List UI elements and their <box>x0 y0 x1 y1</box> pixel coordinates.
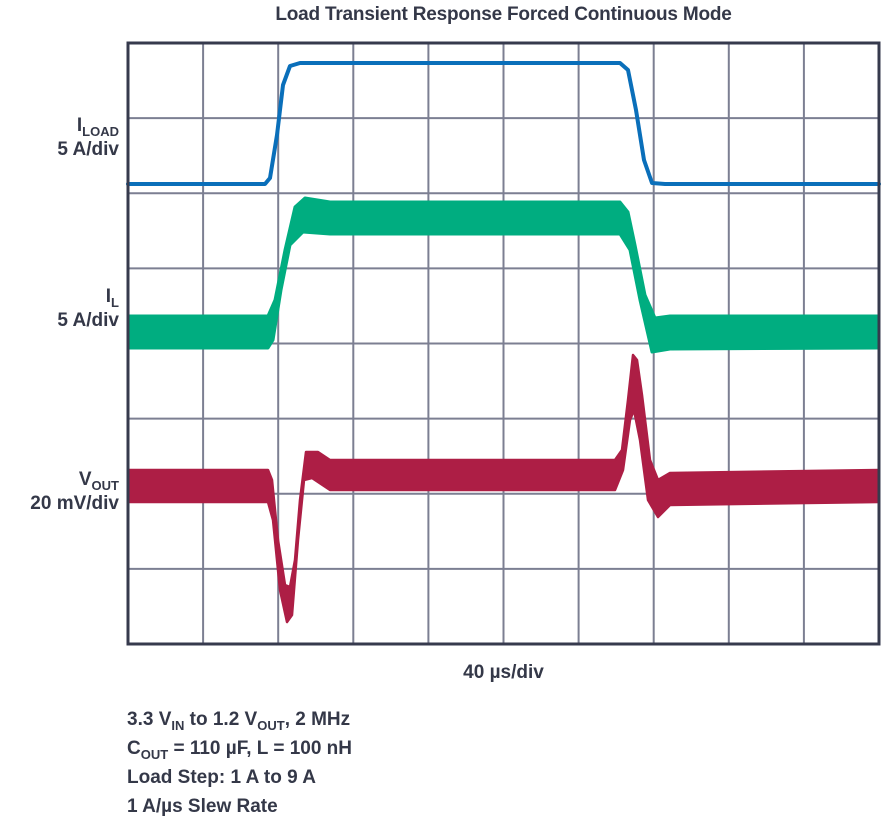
il-scale: 5 A/div <box>57 310 119 331</box>
chart-title: Load Transient Response Forced Continuou… <box>275 4 732 25</box>
iload-label-main: I <box>76 115 83 136</box>
note-cout: C <box>127 738 141 759</box>
iload-label-sub: LOAD <box>82 124 119 139</box>
note-line-1: 3.3 VIN to 1.2 VOUT, 2 MHz <box>127 705 352 734</box>
note-cout-value: = 110 µF, L = 100 nH <box>168 738 352 759</box>
iload-scale: 5 A/div <box>57 139 119 160</box>
note-line-4: 1 A/µs Slew Rate <box>127 796 278 817</box>
iload-trace <box>126 61 881 186</box>
note-vout-sub: OUT <box>257 718 285 733</box>
il-axis-label: IL 5 A/div <box>57 285 119 333</box>
il-label-main: I <box>105 286 112 307</box>
test-conditions: 3.3 VIN to 1.2 VOUT, 2 MHz COUT = 110 µF… <box>127 705 352 821</box>
vout-label-main: V <box>78 469 92 490</box>
vout-scale: 20 mV/div <box>30 493 119 514</box>
note-freq: , 2 MHz <box>284 709 351 730</box>
il-label-sub: L <box>111 295 119 310</box>
note-line-2: COUT = 110 µF, L = 100 nH <box>127 734 352 763</box>
note-vin-sub: IN <box>171 718 185 733</box>
iload-axis-label: ILOAD 5 A/div <box>57 114 119 162</box>
note-line-3: Load Step: 1 A to 9 A <box>127 767 316 788</box>
traces <box>126 61 881 624</box>
note-vout: to 1.2 V <box>184 709 258 730</box>
x-axis-label: 40 µs/div <box>463 662 544 683</box>
vout-axis-label: VOUT 20 mV/div <box>30 468 119 516</box>
vout-label-sub: OUT <box>91 478 119 493</box>
note-vin: 3.3 V <box>127 709 172 730</box>
note-cout-sub: OUT <box>140 747 169 762</box>
plot-frame <box>126 41 881 646</box>
